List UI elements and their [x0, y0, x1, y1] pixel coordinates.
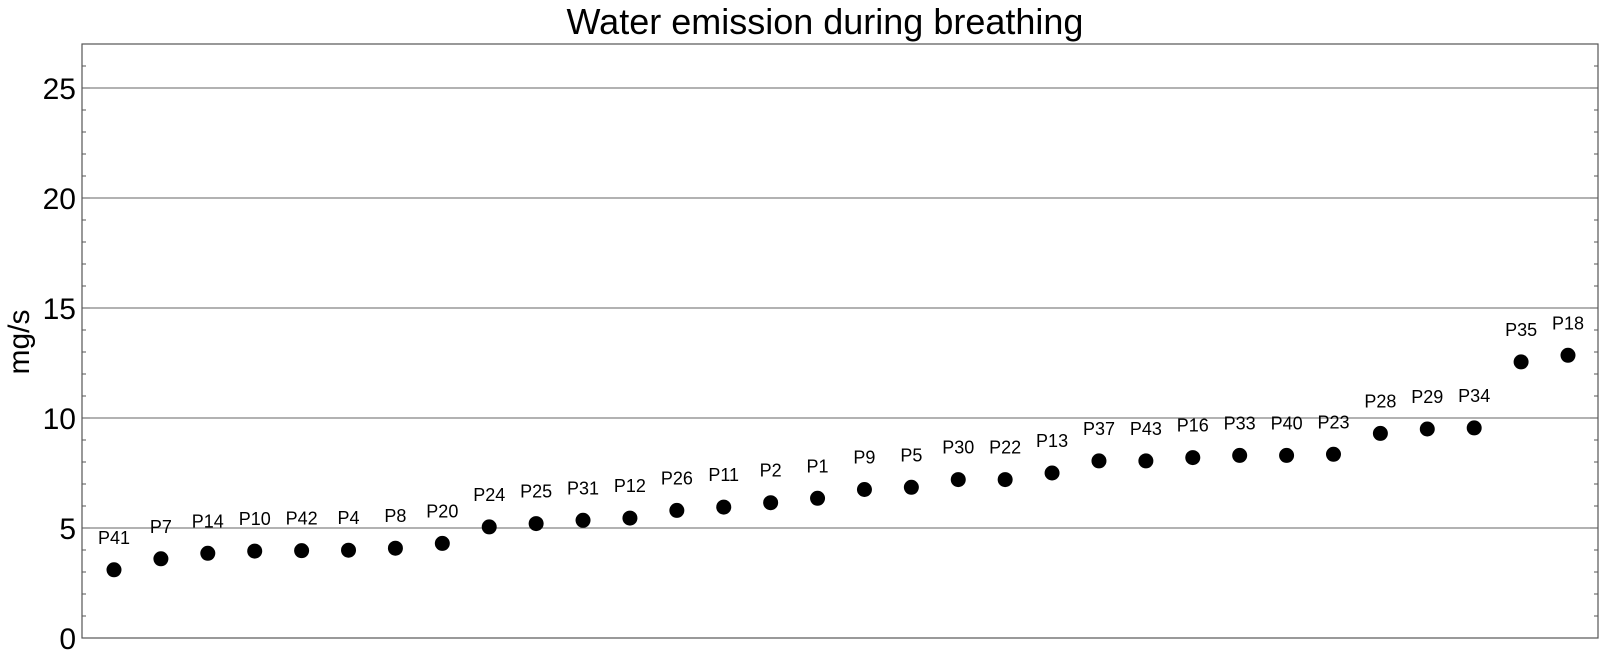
data-point [1372, 425, 1388, 441]
point-label: P34 [1458, 386, 1490, 406]
point-label: P9 [853, 448, 875, 468]
point-label: P29 [1411, 387, 1443, 407]
point-label: P35 [1505, 320, 1537, 340]
y-axis-label: mg/s [3, 309, 36, 374]
data-point [716, 499, 732, 515]
point-label: P28 [1364, 391, 1396, 411]
point-label: P11 [708, 465, 739, 485]
point-label: P33 [1224, 413, 1256, 433]
data-point [247, 543, 263, 559]
data-point [810, 490, 826, 506]
data-point [153, 551, 169, 567]
data-point [1419, 421, 1435, 437]
point-label: P24 [473, 485, 505, 505]
point-label: P40 [1271, 413, 1303, 433]
point-label: P42 [286, 509, 318, 529]
y-tick-label: 0 [59, 623, 76, 656]
y-tick-label: 25 [43, 73, 76, 106]
data-point [387, 540, 403, 556]
point-label: P37 [1083, 419, 1115, 439]
data-point [1279, 447, 1295, 463]
data-point [622, 510, 638, 526]
data-point [528, 516, 544, 532]
data-point [950, 472, 966, 488]
data-point [1466, 420, 1482, 436]
y-tick-label: 15 [43, 293, 76, 326]
data-point [1513, 354, 1529, 370]
data-point [294, 543, 310, 559]
data-point [997, 472, 1013, 488]
point-label: P18 [1552, 313, 1584, 333]
point-label: P4 [338, 508, 360, 528]
point-label: P25 [520, 482, 552, 502]
data-point [763, 495, 779, 511]
point-label: P16 [1177, 416, 1209, 436]
chart-title: Water emission during breathing [567, 1, 1084, 42]
point-label: P31 [567, 478, 599, 498]
data-point [575, 512, 591, 528]
data-point [669, 502, 685, 518]
point-label: P22 [989, 438, 1021, 458]
data-point [1044, 465, 1060, 481]
y-tick-label: 10 [43, 403, 76, 436]
point-label: P10 [239, 509, 271, 529]
point-label: P23 [1317, 412, 1349, 432]
point-label: P2 [760, 461, 782, 481]
point-label: P43 [1130, 419, 1162, 439]
data-point [856, 482, 872, 497]
data-points [106, 347, 1576, 578]
y-tick-labels: 0 5 10 15 20 25 [43, 73, 76, 656]
data-point [1560, 347, 1576, 363]
y-minor-ticks [82, 43, 1598, 639]
point-label: P7 [150, 517, 172, 537]
gridlines [82, 87, 1598, 529]
point-label: P5 [900, 445, 922, 465]
data-point [341, 542, 357, 558]
data-point [1325, 446, 1341, 462]
point-label: P30 [942, 438, 974, 458]
point-label: P26 [661, 468, 693, 488]
point-label: P8 [384, 506, 406, 526]
point-label: P13 [1036, 431, 1068, 451]
y-tick-label: 20 [43, 183, 76, 216]
data-point [106, 562, 122, 578]
point-labels: P41 P7 P14 P10 P42 P4 P8 P20 P24 P25 P31 P12 P26 P11 P… [98, 313, 1584, 548]
plot-frame [81, 43, 1599, 639]
data-point [1091, 453, 1107, 469]
data-point [200, 545, 216, 561]
point-label: P14 [192, 511, 224, 531]
data-point [903, 479, 919, 495]
data-point [481, 519, 497, 535]
data-point [1138, 453, 1154, 469]
point-label: P41 [98, 528, 130, 548]
data-point [434, 535, 450, 551]
point-label: P12 [614, 476, 646, 496]
data-point [1232, 447, 1248, 463]
point-label: P20 [426, 501, 458, 521]
y-tick-label: 5 [59, 513, 76, 546]
point-label: P1 [807, 456, 829, 476]
data-point [1185, 450, 1201, 466]
